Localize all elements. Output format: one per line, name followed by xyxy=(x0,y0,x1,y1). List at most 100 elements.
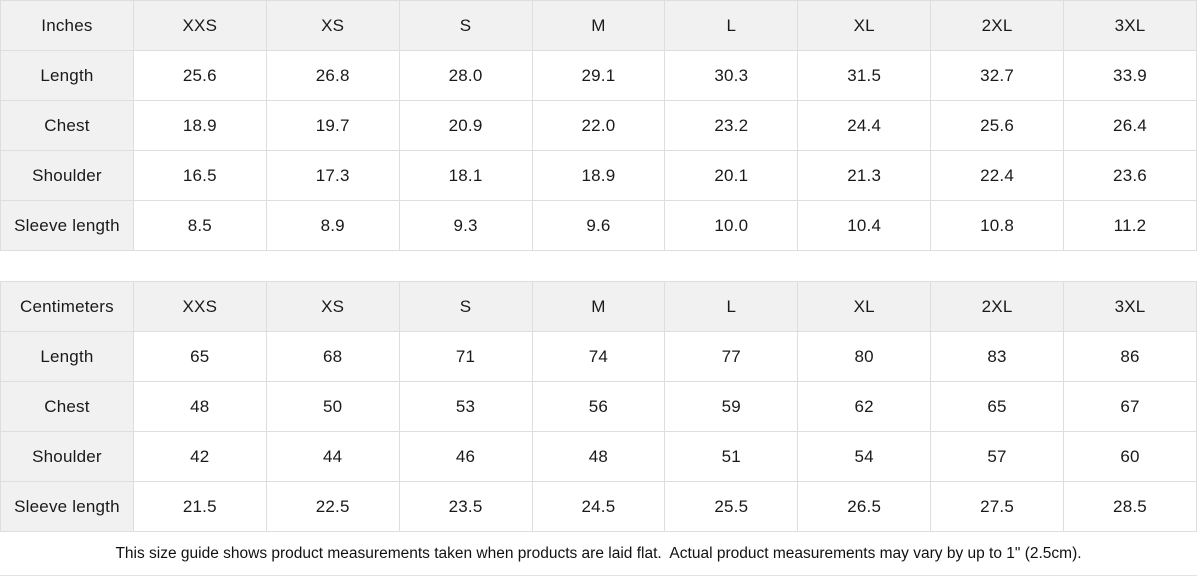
measurement-cell: 18.1 xyxy=(398,150,533,201)
measurement-cell: 33.9 xyxy=(1063,50,1197,101)
size-col-header: 3XL xyxy=(1063,281,1197,332)
measurement-cell: 74 xyxy=(531,331,666,382)
size-guide-footnote: This size guide shows product measuremen… xyxy=(0,532,1197,576)
measurement-cell: 59 xyxy=(664,381,799,432)
size-col-header: S xyxy=(398,0,533,51)
measurement-cell: 54 xyxy=(797,431,932,482)
unit-header-centimeters: Centimeters xyxy=(0,281,134,332)
measurement-cell: 51 xyxy=(664,431,799,482)
row-label: Sleeve length xyxy=(0,481,134,532)
measurement-cell: 46 xyxy=(398,431,533,482)
measurement-cell: 26.8 xyxy=(265,50,400,101)
size-table-inches: Inches XXS XS S M L XL 2XL 3XL Length 25… xyxy=(0,0,1197,251)
measurement-cell: 67 xyxy=(1063,381,1197,432)
size-col-header: XS xyxy=(265,0,400,51)
size-col-header: L xyxy=(664,281,799,332)
measurement-cell: 20.1 xyxy=(664,150,799,201)
row-label: Shoulder xyxy=(0,431,134,482)
size-col-header: S xyxy=(398,281,533,332)
table-header-row: Inches XXS XS S M L XL 2XL 3XL xyxy=(0,0,1197,51)
measurement-cell: 32.7 xyxy=(930,50,1064,101)
measurement-cell: 53 xyxy=(398,381,533,432)
size-col-header: 2XL xyxy=(930,281,1064,332)
size-col-header: L xyxy=(664,0,799,51)
size-col-header: 2XL xyxy=(930,0,1064,51)
measurement-cell: 24.4 xyxy=(797,100,932,151)
measurement-cell: 8.9 xyxy=(265,200,400,251)
measurement-cell: 65 xyxy=(132,331,267,382)
measurement-cell: 24.5 xyxy=(531,481,666,532)
size-col-header: XXS xyxy=(132,281,267,332)
measurement-cell: 48 xyxy=(132,381,267,432)
size-table-centimeters: Centimeters XXS XS S M L XL 2XL 3XL Leng… xyxy=(0,281,1197,532)
row-label: Length xyxy=(0,331,134,382)
measurement-cell: 57 xyxy=(930,431,1064,482)
measurement-cell: 80 xyxy=(797,331,932,382)
row-label: Sleeve length xyxy=(0,200,134,251)
measurement-cell: 21.5 xyxy=(132,481,267,532)
measurement-cell: 10.8 xyxy=(930,200,1064,251)
measurement-cell: 22.5 xyxy=(265,481,400,532)
measurement-cell: 19.7 xyxy=(265,100,400,151)
measurement-cell: 86 xyxy=(1063,331,1197,382)
size-col-header: XS xyxy=(265,281,400,332)
measurement-cell: 8.5 xyxy=(132,200,267,251)
row-label: Chest xyxy=(0,381,134,432)
measurement-cell: 56 xyxy=(531,381,666,432)
table-row-length: Length 25.6 26.8 28.0 29.1 30.3 31.5 32.… xyxy=(0,50,1197,101)
table-row-shoulder: Shoulder 16.5 17.3 18.1 18.9 20.1 21.3 2… xyxy=(0,150,1197,201)
measurement-cell: 16.5 xyxy=(132,150,267,201)
table-header-row: Centimeters XXS XS S M L XL 2XL 3XL xyxy=(0,281,1197,332)
table-row-chest: Chest 18.9 19.7 20.9 22.0 23.2 24.4 25.6… xyxy=(0,100,1197,151)
row-label: Chest xyxy=(0,100,134,151)
table-row-sleeve-length: Sleeve length 8.5 8.9 9.3 9.6 10.0 10.4 … xyxy=(0,200,1197,251)
measurement-cell: 11.2 xyxy=(1063,200,1197,251)
table-row-chest: Chest 48 50 53 56 59 62 65 67 xyxy=(0,381,1197,432)
measurement-cell: 50 xyxy=(265,381,400,432)
measurement-cell: 25.6 xyxy=(132,50,267,101)
measurement-cell: 9.3 xyxy=(398,200,533,251)
measurement-cell: 65 xyxy=(930,381,1064,432)
size-col-header: XL xyxy=(797,0,932,51)
row-label: Length xyxy=(0,50,134,101)
measurement-cell: 71 xyxy=(398,331,533,382)
table-row-length: Length 65 68 71 74 77 80 83 86 xyxy=(0,331,1197,382)
size-col-header: XL xyxy=(797,281,932,332)
measurement-cell: 31.5 xyxy=(797,50,932,101)
measurement-cell: 18.9 xyxy=(531,150,666,201)
measurement-cell: 23.5 xyxy=(398,481,533,532)
measurement-cell: 26.4 xyxy=(1063,100,1197,151)
measurement-cell: 83 xyxy=(930,331,1064,382)
measurement-cell: 20.9 xyxy=(398,100,533,151)
size-col-header: M xyxy=(531,281,666,332)
row-label: Shoulder xyxy=(0,150,134,201)
measurement-cell: 68 xyxy=(265,331,400,382)
measurement-cell: 28.0 xyxy=(398,50,533,101)
measurement-cell: 30.3 xyxy=(664,50,799,101)
measurement-cell: 25.5 xyxy=(664,481,799,532)
measurement-cell: 44 xyxy=(265,431,400,482)
size-col-header: M xyxy=(531,0,666,51)
measurement-cell: 42 xyxy=(132,431,267,482)
table-row-sleeve-length: Sleeve length 21.5 22.5 23.5 24.5 25.5 2… xyxy=(0,481,1197,532)
table-spacer xyxy=(0,251,1197,281)
measurement-cell: 62 xyxy=(797,381,932,432)
measurement-cell: 77 xyxy=(664,331,799,382)
measurement-cell: 22.0 xyxy=(531,100,666,151)
measurement-cell: 17.3 xyxy=(265,150,400,201)
measurement-cell: 9.6 xyxy=(531,200,666,251)
measurement-cell: 25.6 xyxy=(930,100,1064,151)
measurement-cell: 26.5 xyxy=(797,481,932,532)
size-col-header: XXS xyxy=(132,0,267,51)
measurement-cell: 60 xyxy=(1063,431,1197,482)
measurement-cell: 10.4 xyxy=(797,200,932,251)
table-row-shoulder: Shoulder 42 44 46 48 51 54 57 60 xyxy=(0,431,1197,482)
measurement-cell: 21.3 xyxy=(797,150,932,201)
measurement-cell: 23.6 xyxy=(1063,150,1197,201)
measurement-cell: 18.9 xyxy=(132,100,267,151)
measurement-cell: 48 xyxy=(531,431,666,482)
measurement-cell: 28.5 xyxy=(1063,481,1197,532)
measurement-cell: 23.2 xyxy=(664,100,799,151)
measurement-cell: 22.4 xyxy=(930,150,1064,201)
measurement-cell: 29.1 xyxy=(531,50,666,101)
